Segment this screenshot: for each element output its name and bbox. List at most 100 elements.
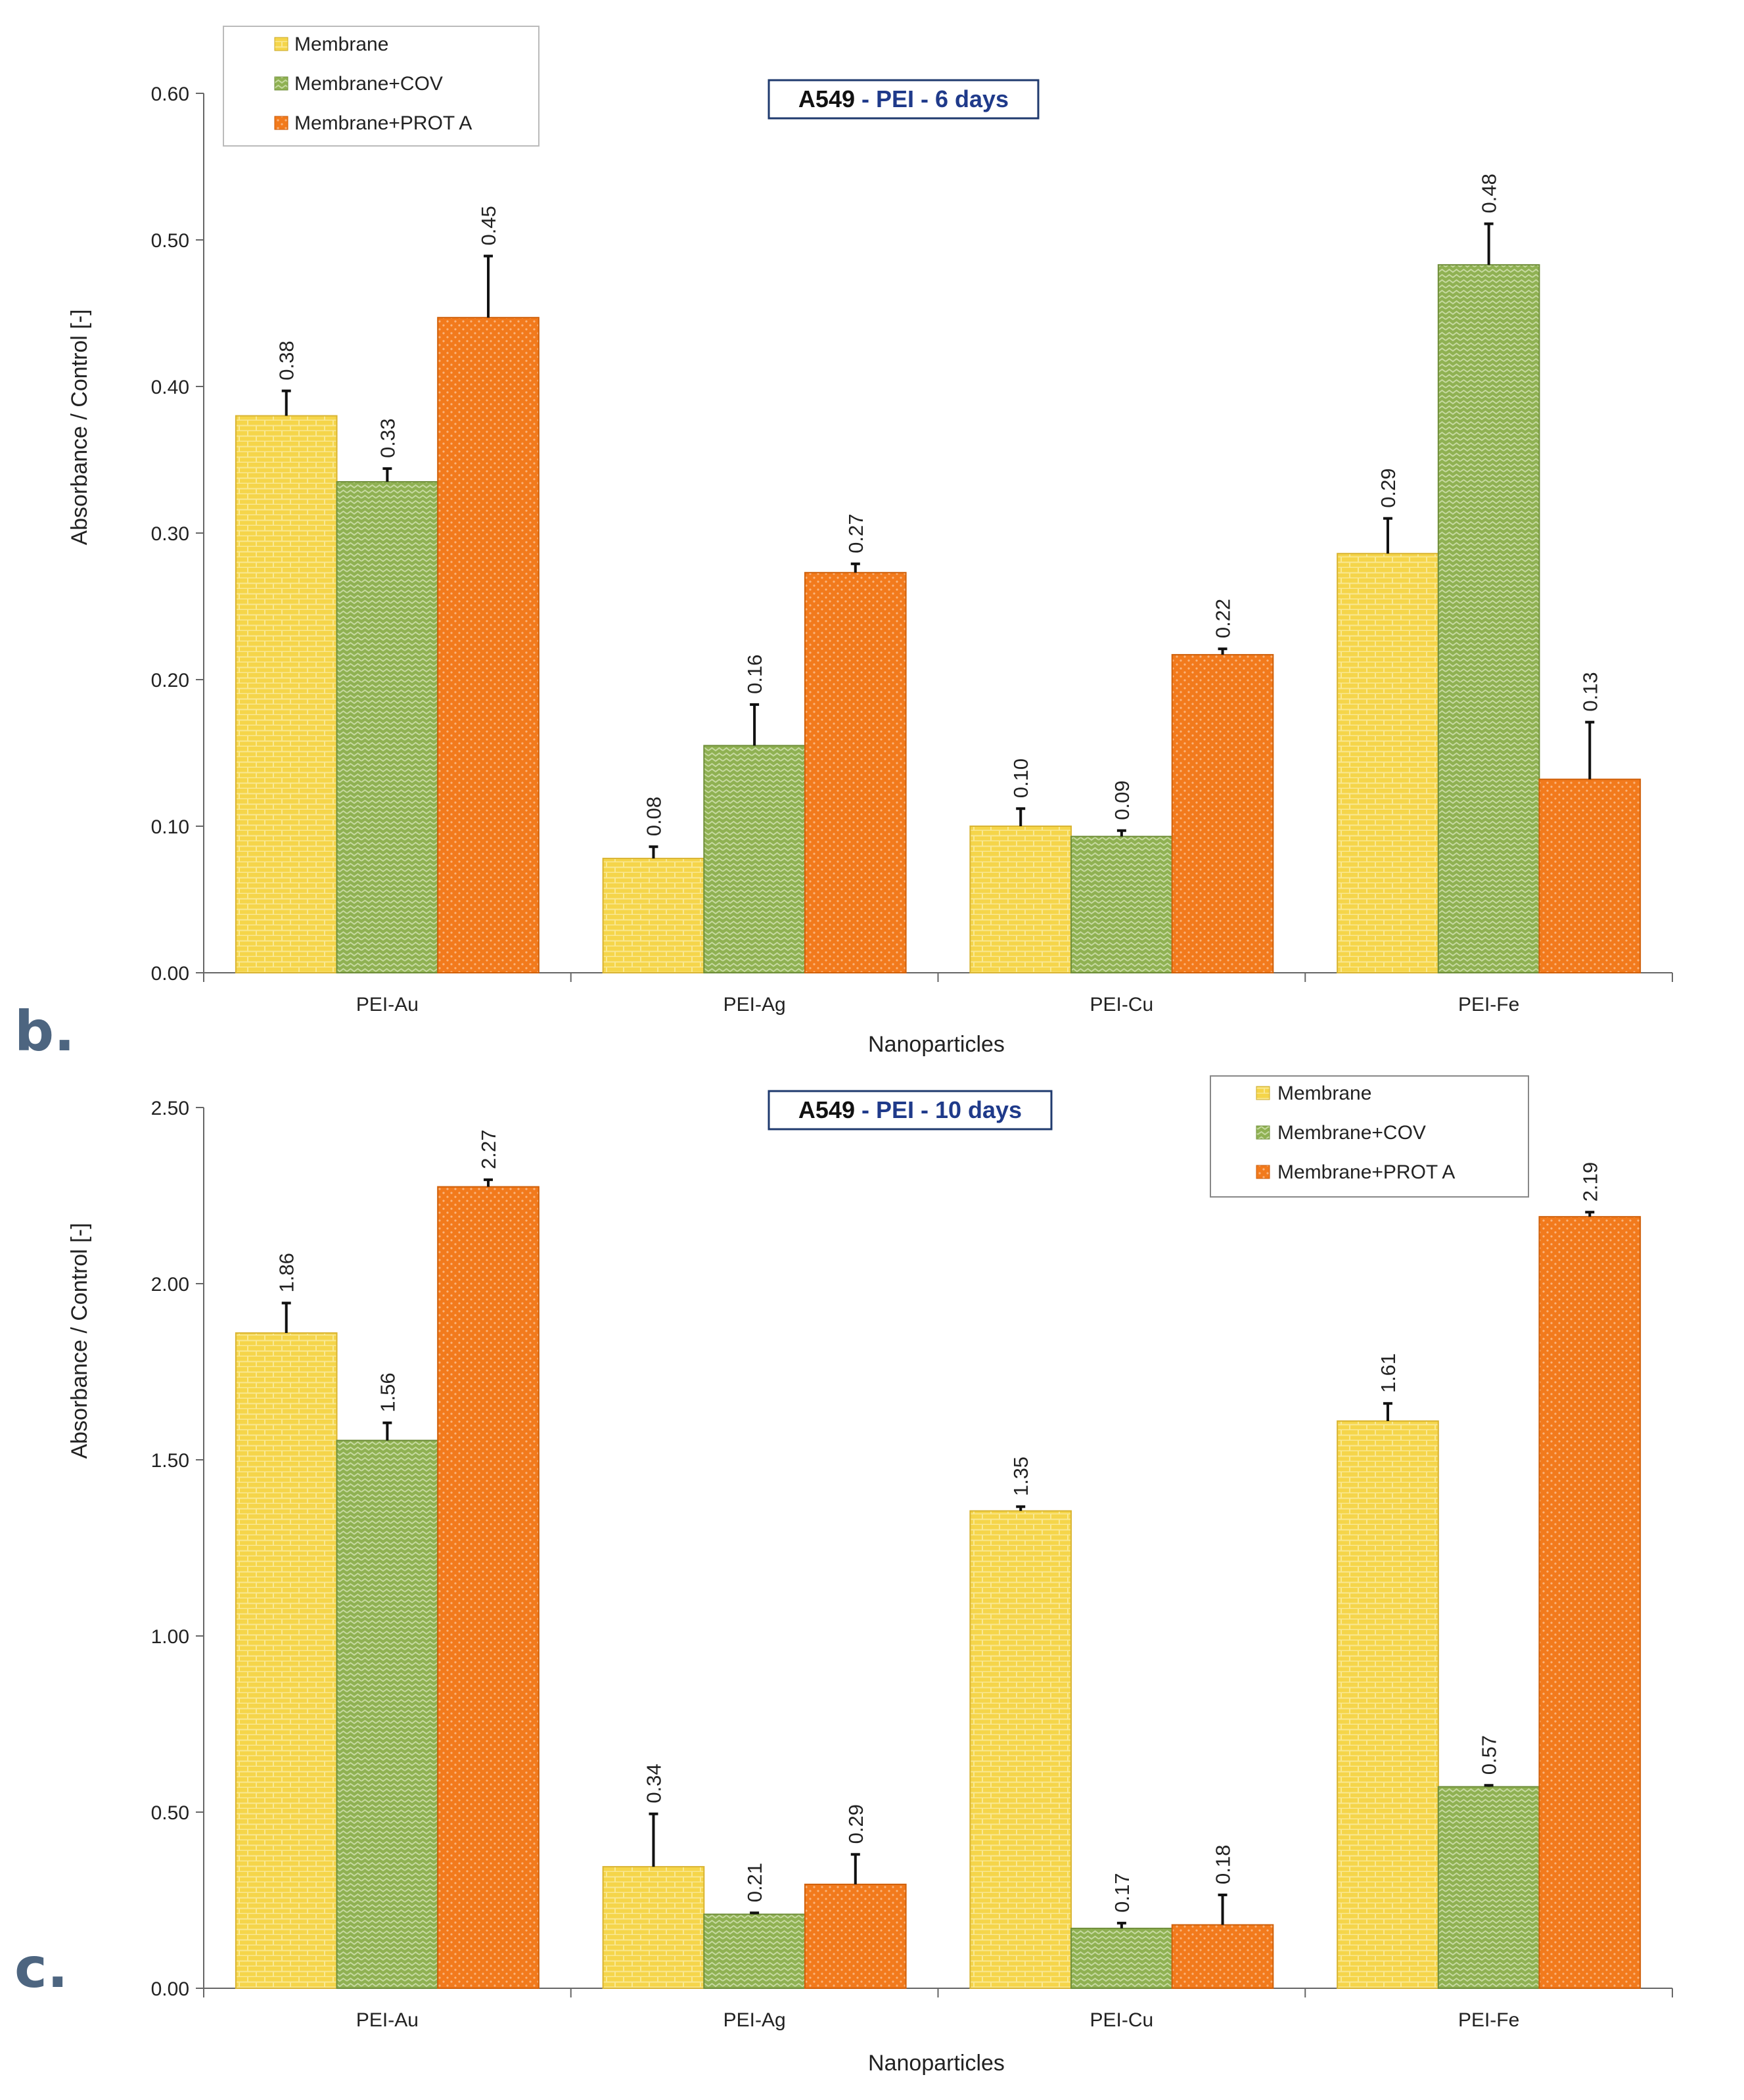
bar-membrane-cov-pei-ag xyxy=(703,745,806,973)
x-tick-label: PEI-Au xyxy=(356,994,419,1015)
legend-label-membrane: Membrane xyxy=(1277,1083,1371,1104)
bar-membrane-prot-a-pei-cu xyxy=(1171,1924,1274,1990)
bar-membrane-cov-pei-cu xyxy=(1070,1927,1173,1989)
bar-membrane-pei-au xyxy=(235,415,338,973)
data-label: 0.22 xyxy=(1212,599,1235,638)
y-tick-label: 0.50 xyxy=(151,1802,189,1824)
legend-swatch-membrane-cov xyxy=(274,76,288,91)
x-tick-label: PEI-Cu xyxy=(1090,994,1154,1015)
data-label: 1.61 xyxy=(1377,1353,1400,1393)
data-label: 0.27 xyxy=(844,513,867,553)
y-tick-label: 0.50 xyxy=(151,230,189,252)
legend-swatch-membrane-prot-a xyxy=(274,116,288,130)
y-tick-label: 0.00 xyxy=(151,1978,189,2000)
data-label: 1.35 xyxy=(1009,1457,1032,1496)
legend: Membrane Membrane+COV Membrane+PROT A xyxy=(1210,1075,1529,1198)
bar-membrane-prot-a-pei-ag xyxy=(804,1883,907,1989)
bar-membrane-pei-ag xyxy=(602,1866,705,1990)
y-tick-label: 0.30 xyxy=(151,523,189,545)
x-tick-label: PEI-Ag xyxy=(723,2009,786,2031)
legend-label-membrane-cov: Membrane+COV xyxy=(1277,1122,1426,1144)
y-tick-label: 1.00 xyxy=(151,1626,189,1648)
bar-membrane-prot-a-pei-ag xyxy=(804,572,907,973)
data-label: 0.33 xyxy=(376,419,399,458)
data-label: 0.57 xyxy=(1478,1735,1501,1775)
bar-membrane-prot-a-pei-fe xyxy=(1538,1216,1641,1989)
bar-membrane-pei-fe xyxy=(1337,553,1439,973)
bar-membrane-pei-ag xyxy=(602,858,705,974)
legend-swatch-membrane xyxy=(274,37,288,51)
data-label: 0.16 xyxy=(743,655,766,694)
y-tick-label: 0.60 xyxy=(151,83,189,105)
y-tick-labels: 0.00 0.10 0.20 0.30 0.40 0.50 0.60 xyxy=(151,83,204,985)
x-tick-label: PEI-Fe xyxy=(1458,994,1519,1015)
bar-membrane-pei-cu xyxy=(969,1510,1072,1989)
data-label: 0.08 xyxy=(642,797,665,836)
panel-label-b: b. xyxy=(14,999,76,1063)
y-tick-label: 0.10 xyxy=(151,816,189,838)
y-axis-label: Absorbance / Control [-] xyxy=(67,1223,92,1458)
x-tick-label: PEI-Ag xyxy=(723,994,786,1015)
data-label: 0.17 xyxy=(1111,1873,1134,1912)
bar-membrane-pei-au xyxy=(235,1332,338,1990)
title-cell-line: A549 xyxy=(798,1096,855,1123)
data-label: 0.13 xyxy=(1578,672,1601,711)
bar-membrane-cov-pei-ag xyxy=(703,1913,806,1989)
data-label: 0.29 xyxy=(1377,468,1400,507)
title-condition: - PEI - 10 days xyxy=(855,1096,1022,1123)
bar-membrane-cov-pei-au xyxy=(336,480,439,973)
bar-membrane-cov-pei-au xyxy=(336,1439,439,1989)
legend-swatch-membrane-prot-a xyxy=(1256,1165,1270,1179)
data-label: 0.10 xyxy=(1009,758,1032,798)
bar-membrane-prot-a-pei-au xyxy=(437,317,539,973)
y-tick-label: 2.50 xyxy=(151,1098,189,1119)
bar-membrane-cov-pei-fe xyxy=(1437,264,1540,973)
data-label: 2.19 xyxy=(1578,1162,1601,1202)
legend-label-membrane-prot-a: Membrane+PROT A xyxy=(294,112,472,134)
y-tick-labels: 0.00 0.50 1.00 1.50 2.00 2.50 xyxy=(151,1098,204,2000)
x-tick-labels: PEI-Au PEI-Ag PEI-Cu PEI-Fe xyxy=(203,1988,1673,2031)
x-tick-label: PEI-Fe xyxy=(1458,2009,1519,2031)
data-label: 0.45 xyxy=(477,206,500,245)
data-label: 2.27 xyxy=(477,1130,500,1169)
bar-membrane-pei-cu xyxy=(969,826,1072,973)
svg-text:A549 - PEI - 6 days: A549 - PEI - 6 days xyxy=(798,85,1009,112)
data-label: 0.48 xyxy=(1478,174,1501,213)
svg-text:A549 - PEI - 10 days: A549 - PEI - 10 days xyxy=(798,1096,1022,1123)
data-label: 0.18 xyxy=(1212,1845,1235,1884)
bars: 0.38 0.33 0.45 0.08 0.16 0.27 0.10 0.09 0.22 0.29… xyxy=(235,174,1641,974)
bar-membrane-cov-pei-fe xyxy=(1437,1786,1540,1989)
data-label: 0.34 xyxy=(642,1763,665,1803)
bar-membrane-prot-a-pei-au xyxy=(437,1186,539,1989)
bar-membrane-prot-a-pei-fe xyxy=(1538,778,1641,973)
chart-title: A549 - PEI - 10 days xyxy=(768,1090,1053,1131)
y-tick-label: 0.20 xyxy=(151,670,189,691)
chart-panel-10-days: 0.000.501.001.502.002.50 PEI-Au PEI-Ag PEI… xyxy=(67,1075,1673,2076)
panel-label-c: c. xyxy=(14,1936,68,2000)
y-tick-label: 2.00 xyxy=(151,1274,189,1295)
title-cell-line: A549 xyxy=(798,85,855,112)
legend-label-membrane-prot-a: Membrane+PROT A xyxy=(1277,1161,1455,1183)
chart-panel-6-days: 0.000.100.200.300.400.500.60 PEI-Au PEI-A… xyxy=(67,26,1673,1057)
data-label: 0.38 xyxy=(275,340,298,380)
y-tick-label: 0.00 xyxy=(151,963,189,985)
x-tick-label: PEI-Au xyxy=(356,2009,419,2031)
bar-membrane-pei-fe xyxy=(1337,1420,1439,1990)
chart-title: A549 - PEI - 6 days xyxy=(768,79,1040,120)
data-label: 1.86 xyxy=(275,1253,298,1292)
y-tick-label: 1.50 xyxy=(151,1450,189,1472)
legend-label-membrane-cov: Membrane+COV xyxy=(294,73,443,95)
bar-membrane-cov-pei-cu xyxy=(1070,835,1173,973)
data-label: 0.09 xyxy=(1111,780,1134,820)
data-label: 0.29 xyxy=(844,1804,867,1844)
title-condition: - PEI - 6 days xyxy=(855,85,1009,112)
data-label: 0.21 xyxy=(743,1863,766,1902)
y-tick-label: 0.40 xyxy=(151,377,189,398)
x-tick-labels: PEI-Au PEI-Ag PEI-Cu PEI-Fe xyxy=(203,973,1673,1015)
x-tick-label: PEI-Cu xyxy=(1090,2009,1154,2031)
x-axis-label: Nanoparticles xyxy=(868,2051,1005,2076)
bars: 1.86 1.56 2.27 0.34 0.21 0.29 1.35 0.17 0.18 1.61… xyxy=(235,1130,1641,1990)
legend-label-membrane: Membrane xyxy=(294,34,388,55)
bar-membrane-prot-a-pei-cu xyxy=(1171,654,1274,974)
legend-swatch-membrane-cov xyxy=(1256,1125,1270,1140)
